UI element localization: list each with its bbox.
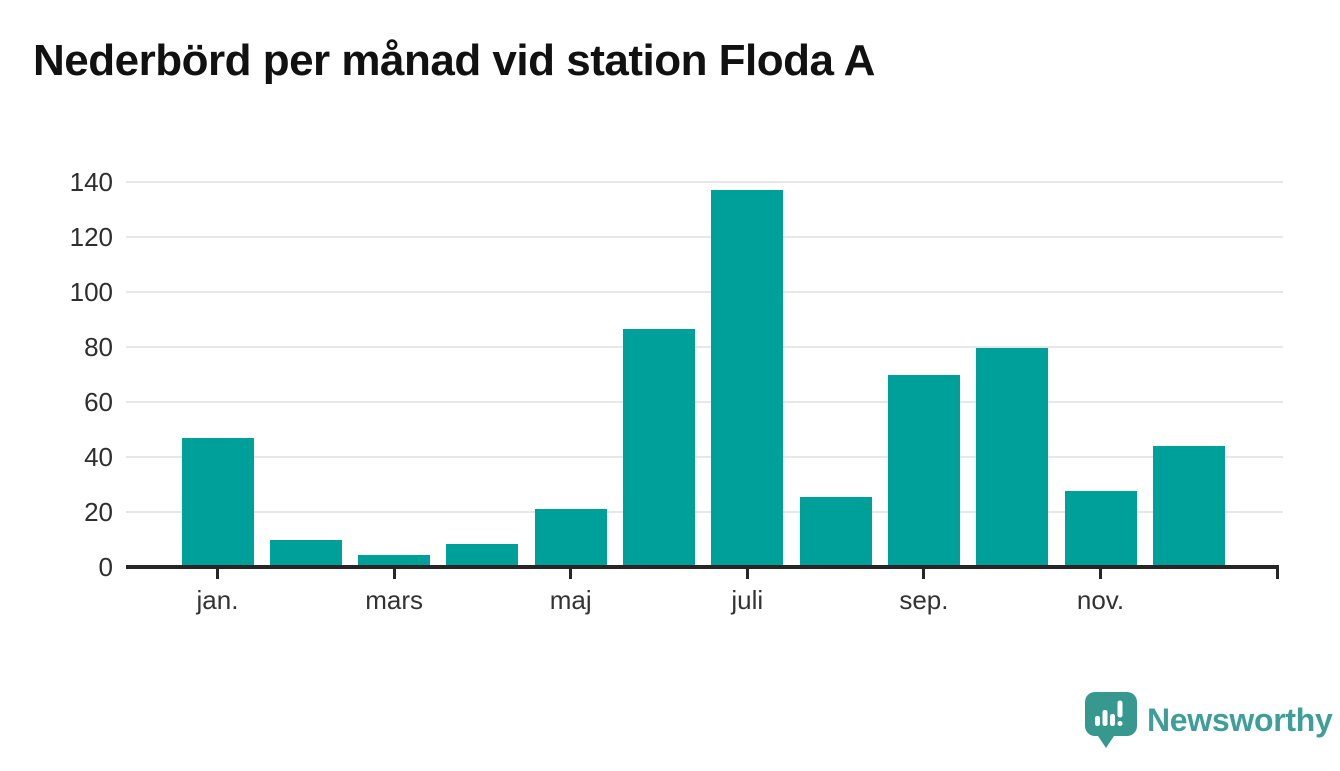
bar-m7 [711, 190, 784, 567]
bar-m8 [799, 496, 872, 567]
newsworthy-logo-text: Newsworthy [1147, 701, 1333, 738]
gridline-y-40 [126, 456, 1283, 458]
newsworthy-chart-speech-bubble-icon [1085, 692, 1137, 748]
bar-m3 [358, 554, 431, 567]
gridline-y-60 [126, 401, 1283, 403]
x-tick-label-sep: sep. [899, 585, 949, 615]
bar-m2 [269, 539, 342, 567]
bar-m11 [1064, 491, 1137, 567]
x-tick-label-nov: nov. [1076, 585, 1125, 615]
x-axis-line [126, 565, 1279, 569]
bar-m5 [534, 509, 607, 567]
gridline-y-140 [126, 181, 1283, 183]
x-tick-juli [745, 567, 749, 579]
x-tick-label-maj: maj [549, 585, 592, 615]
y-tick-label-80: 80 [84, 332, 113, 362]
y-tick-label-0: 0 [98, 552, 113, 582]
x-tick-nov. [1099, 567, 1102, 579]
gridline-y-120 [126, 236, 1283, 238]
plot-area: jan. mars maj juli sep. nov. [126, 181, 1283, 615]
gridline-y-20 [126, 511, 1283, 513]
bar-m4 [446, 543, 519, 567]
y-tick-label-140: 140 [69, 167, 113, 197]
bar-m1 [181, 437, 254, 567]
y-tick-label-100: 100 [69, 277, 113, 307]
x-tick-jan. [216, 567, 219, 579]
x-tick-label-jan: jan. [196, 585, 239, 615]
x-tick-sep. [922, 567, 926, 579]
gridline-y-80 [126, 346, 1283, 348]
y-tick-label-40: 40 [84, 442, 113, 472]
bar-m10 [976, 348, 1049, 567]
chart-title: Nederbörd per månad vid station Floda A [33, 36, 875, 85]
gridline-y-100 [126, 291, 1283, 293]
x-axis-end-tick [1275, 567, 1279, 579]
bar-m9 [887, 374, 960, 567]
y-tick-label-120: 120 [69, 222, 113, 252]
x-tick-label-juli: juli [731, 585, 764, 615]
x-tick-label-mars: mars [365, 585, 423, 615]
y-tick-label-60: 60 [84, 387, 113, 417]
y-tick-label-20: 20 [84, 497, 113, 527]
x-tick-maj [569, 567, 573, 579]
bar-m6 [623, 329, 695, 567]
bar-m12 [1152, 446, 1225, 567]
newsworthy-logo: Newsworthy [1084, 691, 1333, 749]
x-tick-mars [392, 567, 396, 579]
